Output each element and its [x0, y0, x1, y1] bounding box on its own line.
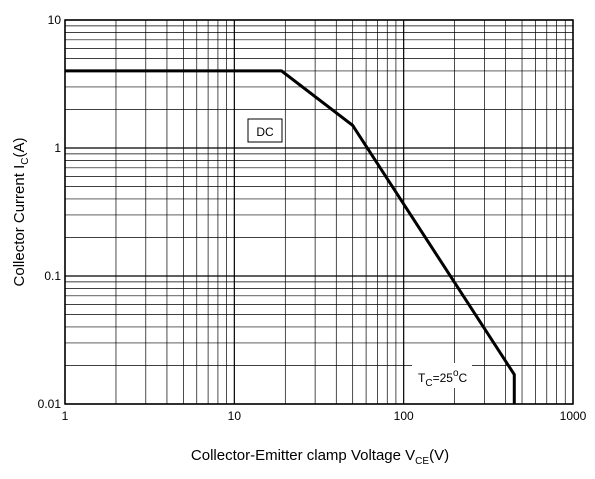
grid [64, 19, 574, 405]
x-label-sub: CE [415, 456, 429, 467]
dc-box [247, 118, 283, 143]
x-tick-label: 1000 [560, 409, 587, 423]
y-tick-label: 1 [54, 141, 61, 155]
t-sup: o [453, 368, 459, 379]
series-line [65, 69, 516, 404]
t-eq: =25 [433, 371, 454, 385]
y-tick-label: 0.01 [38, 397, 62, 411]
t-sub: C [425, 378, 432, 389]
x-tick-label: 1 [62, 409, 69, 423]
temp-annotation: TC=25oC [418, 368, 468, 389]
x-tick-label: 10 [228, 409, 242, 423]
t-unit: C [459, 371, 468, 385]
dc-annotation: DC [256, 125, 274, 139]
marks [65, 69, 516, 404]
y-label-text: Collector Current I [11, 165, 28, 287]
t: T [418, 371, 426, 385]
y-label-sub: C [20, 158, 31, 165]
plot-frame [64, 19, 574, 405]
temp-bg [412, 363, 472, 388]
x-axis-label: Collector-Emitter clamp Voltage VCE(V) [191, 447, 449, 467]
x-tick-label: 100 [394, 409, 414, 423]
x-label-text: Collector-Emitter clamp Voltage V [191, 447, 415, 464]
x-label-suffix: (V) [429, 447, 449, 464]
y-tick-label: 0.1 [44, 269, 61, 283]
y-axis-label: Collector Current IC(A) [11, 138, 31, 287]
y-label-suffix: (A) [11, 138, 28, 158]
y-tick-label: 10 [48, 13, 62, 27]
